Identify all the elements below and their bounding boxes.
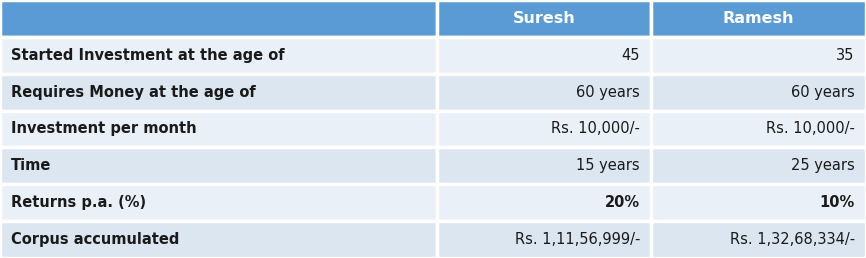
Text: 60 years: 60 years: [791, 85, 855, 100]
FancyBboxPatch shape: [0, 111, 437, 147]
FancyBboxPatch shape: [651, 147, 866, 184]
Text: Corpus accumulated: Corpus accumulated: [11, 232, 179, 247]
FancyBboxPatch shape: [651, 74, 866, 111]
FancyBboxPatch shape: [437, 0, 651, 37]
Text: Rs. 10,000/-: Rs. 10,000/-: [551, 122, 640, 136]
Text: Ramesh: Ramesh: [723, 11, 794, 26]
FancyBboxPatch shape: [0, 147, 437, 184]
Text: Suresh: Suresh: [513, 11, 576, 26]
FancyBboxPatch shape: [651, 111, 866, 147]
Text: 15 years: 15 years: [577, 158, 640, 173]
FancyBboxPatch shape: [437, 147, 651, 184]
Text: 60 years: 60 years: [576, 85, 640, 100]
Text: Investment per month: Investment per month: [11, 122, 197, 136]
Text: Rs. 1,11,56,999/-: Rs. 1,11,56,999/-: [514, 232, 640, 247]
FancyBboxPatch shape: [651, 37, 866, 74]
FancyBboxPatch shape: [0, 0, 437, 37]
Text: 25 years: 25 years: [791, 158, 855, 173]
FancyBboxPatch shape: [651, 184, 866, 221]
FancyBboxPatch shape: [0, 37, 437, 74]
Text: Rs. 10,000/-: Rs. 10,000/-: [766, 122, 855, 136]
FancyBboxPatch shape: [0, 221, 437, 258]
FancyBboxPatch shape: [437, 111, 651, 147]
FancyBboxPatch shape: [651, 0, 866, 37]
FancyBboxPatch shape: [437, 37, 651, 74]
FancyBboxPatch shape: [437, 74, 651, 111]
Text: 10%: 10%: [819, 195, 855, 210]
Text: 35: 35: [837, 48, 855, 63]
Text: 45: 45: [622, 48, 640, 63]
FancyBboxPatch shape: [437, 221, 651, 258]
Text: 20%: 20%: [604, 195, 640, 210]
FancyBboxPatch shape: [0, 74, 437, 111]
Text: Started Investment at the age of: Started Investment at the age of: [11, 48, 285, 63]
FancyBboxPatch shape: [437, 184, 651, 221]
Text: Returns p.a. (%): Returns p.a. (%): [11, 195, 146, 210]
FancyBboxPatch shape: [651, 221, 866, 258]
Text: Rs. 1,32,68,334/-: Rs. 1,32,68,334/-: [730, 232, 855, 247]
FancyBboxPatch shape: [0, 184, 437, 221]
Text: Time: Time: [11, 158, 52, 173]
Text: Requires Money at the age of: Requires Money at the age of: [11, 85, 256, 100]
